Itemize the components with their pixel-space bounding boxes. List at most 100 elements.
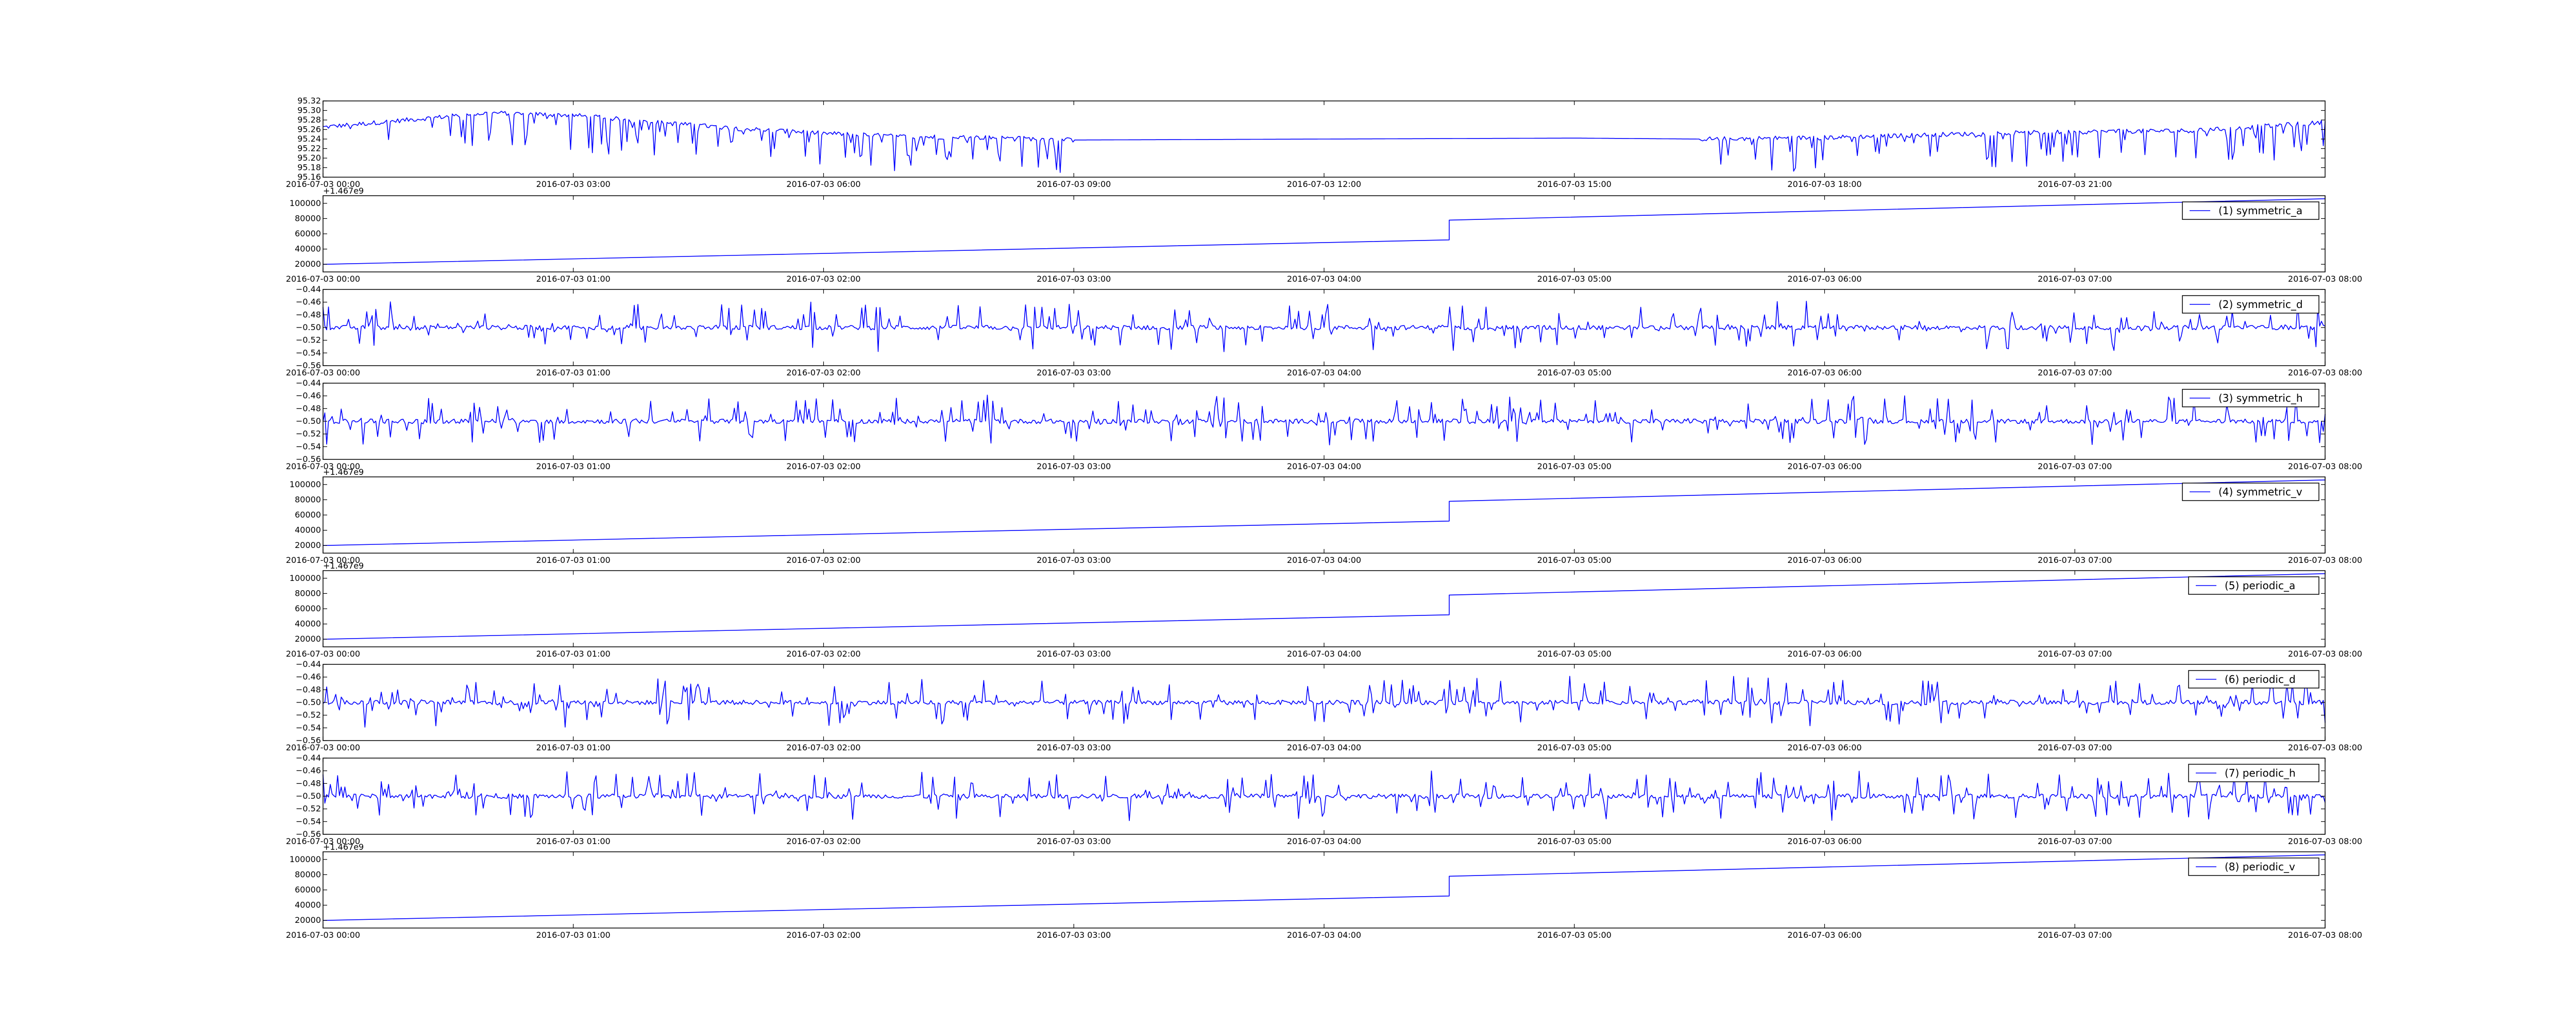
axes-frame <box>323 195 2326 272</box>
subplot-3: −0.56 −0.54 −0.52 −0.50 −0.48 −0.46 −0.44 2016-… <box>286 284 2362 377</box>
x-tick-label: 2016-07-03 00:00 <box>286 649 360 659</box>
legend-label: (4) symmetric_v <box>2218 486 2302 498</box>
y-tick-label: 100000 <box>290 854 321 864</box>
y-tick-label: 80000 <box>295 494 321 504</box>
axes-frame <box>323 664 2326 741</box>
y-tick-label: 95.22 <box>297 144 321 153</box>
y-tick-label: −0.50 <box>296 791 321 801</box>
subplot-1: 95.1695.1895.2095.2295.2495.2695.2895.30… <box>286 96 2326 189</box>
series-line-8-1 <box>323 770 2326 821</box>
x-tick-label: 2016-07-03 07:00 <box>2038 555 2112 565</box>
x-tick-label: 2016-07-03 03:00 <box>1037 461 1111 471</box>
x-tick-label: 2016-07-03 07:00 <box>2038 274 2112 284</box>
x-tick-label: 2016-07-03 02:00 <box>786 461 860 471</box>
y-tick-label: 20000 <box>295 259 321 269</box>
y-tick-label: 95.20 <box>297 153 321 163</box>
y-tick-label: −0.44 <box>296 378 321 388</box>
y-tick-label: −0.48 <box>296 403 321 413</box>
x-tick-label: 2016-07-03 02:00 <box>786 649 860 659</box>
y-tick-label: 80000 <box>295 588 321 598</box>
x-tick-label: 2016-07-03 08:00 <box>2288 461 2362 471</box>
series-line-4-1 <box>323 394 2326 445</box>
y-tick-label: 20000 <box>295 634 321 644</box>
x-tick-label: 2016-07-03 08:00 <box>2288 555 2362 565</box>
x-tick-label: 2016-07-03 07:00 <box>2038 836 2112 846</box>
y-tick-label: −0.46 <box>296 391 321 401</box>
y-tick-label: 60000 <box>295 604 321 613</box>
legend: (4) symmetric_v <box>2182 483 2319 501</box>
x-tick-label: 2016-07-03 05:00 <box>1537 368 1612 377</box>
x-tick-label: 2016-07-03 03:00 <box>1037 743 1111 752</box>
legend: (6) periodic_d <box>2188 670 2319 689</box>
y-tick-label: −0.54 <box>296 816 321 826</box>
y-tick-label: −0.46 <box>296 766 321 776</box>
y-tick-label: −0.56 <box>296 735 321 745</box>
x-offset-label: +1.467e9 <box>323 561 364 571</box>
legend-label: (3) symmetric_h <box>2218 392 2303 404</box>
x-tick-label: 2016-07-03 05:00 <box>1537 743 1612 752</box>
y-tick-label: −0.56 <box>296 360 321 370</box>
x-tick-label: 2016-07-03 04:00 <box>1287 368 1361 377</box>
y-tick-label: 95.16 <box>297 172 321 182</box>
legend: (3) symmetric_h <box>2182 389 2319 407</box>
x-tick-label: 2016-07-03 01:00 <box>536 649 611 659</box>
x-tick-label: 2016-07-03 04:00 <box>1287 274 1361 284</box>
y-tick-label: −0.54 <box>296 723 321 732</box>
x-tick-label: 2016-07-03 00:00 <box>286 555 360 565</box>
legend-label: (5) periodic_a <box>2225 579 2295 592</box>
legend-label: (2) symmetric_d <box>2218 298 2303 311</box>
x-tick-label: 2016-07-03 05:00 <box>1537 555 1612 565</box>
x-tick-label: 2016-07-03 02:00 <box>786 274 860 284</box>
x-tick-label: 2016-07-03 05:00 <box>1537 274 1612 284</box>
x-tick-label: 2016-07-03 00:00 <box>286 836 360 846</box>
x-tick-label: 2016-07-03 03:00 <box>536 179 611 189</box>
x-tick-label: 2016-07-03 01:00 <box>536 555 611 565</box>
x-tick-label: 2016-07-03 02:00 <box>786 743 860 752</box>
y-tick-label: 60000 <box>295 229 321 238</box>
x-tick-label: 2016-07-03 01:00 <box>536 836 611 846</box>
x-tick-label: 2016-07-03 00:00 <box>286 179 360 189</box>
x-tick-label: 2016-07-03 02:00 <box>786 555 860 565</box>
x-tick-label: 2016-07-03 08:00 <box>2288 743 2362 752</box>
x-tick-label: 2016-07-03 04:00 <box>1287 649 1361 659</box>
y-tick-label: −0.50 <box>296 322 321 332</box>
x-tick-label: 2016-07-03 06:00 <box>786 179 860 189</box>
x-tick-label: 2016-07-03 06:00 <box>1787 368 1861 377</box>
x-tick-label: 2016-07-03 00:00 <box>286 930 360 940</box>
subplot-8: −0.56 −0.54 −0.52 −0.50 −0.48 −0.46 −0.44 2016-… <box>286 753 2362 846</box>
subplot-5: 20000 40000 60000 80000 100000 2016-07-03 00:… <box>286 467 2362 565</box>
y-tick-label: −0.48 <box>296 310 321 319</box>
subplot-9: 20000 40000 60000 80000 100000 2016-07-03 00:… <box>286 842 2362 940</box>
axes-frame <box>323 851 2326 929</box>
x-tick-label: 2016-07-03 00:00 <box>286 743 360 752</box>
x-tick-label: 2016-07-03 01:00 <box>536 743 611 752</box>
y-tick-label: 95.30 <box>297 106 321 115</box>
y-tick-label: 100000 <box>290 479 321 489</box>
y-tick-label: 40000 <box>295 525 321 535</box>
y-tick-label: 95.18 <box>297 163 321 173</box>
x-tick-label: 2016-07-03 04:00 <box>1287 836 1361 846</box>
x-tick-label: 2016-07-03 03:00 <box>1037 836 1111 846</box>
x-offset-label: +1.467e9 <box>323 842 364 852</box>
x-tick-label: 2016-07-03 18:00 <box>1787 179 1861 189</box>
x-tick-label: 2016-07-03 09:00 <box>1037 179 1111 189</box>
x-tick-label: 2016-07-03 06:00 <box>1787 461 1861 471</box>
y-tick-label: −0.52 <box>296 710 321 720</box>
subplot-7: −0.56 −0.54 −0.52 −0.50 −0.48 −0.46 −0.44 2016-… <box>286 659 2362 752</box>
legend: (2) symmetric_d <box>2182 295 2319 314</box>
y-tick-label: −0.48 <box>296 778 321 788</box>
series-line-9-1 <box>323 854 2326 921</box>
x-tick-label: 2016-07-03 04:00 <box>1287 555 1361 565</box>
x-tick-label: 2016-07-03 04:00 <box>1287 743 1361 752</box>
x-tick-label: 2016-07-03 07:00 <box>2038 368 2112 377</box>
y-tick-label: −0.44 <box>296 659 321 669</box>
y-tick-label: 95.24 <box>297 134 321 144</box>
x-tick-label: 2016-07-03 21:00 <box>2038 179 2112 189</box>
x-tick-label: 2016-07-03 08:00 <box>2288 930 2362 940</box>
y-tick-label: −0.46 <box>296 297 321 307</box>
x-tick-label: 2016-07-03 07:00 <box>2038 461 2112 471</box>
x-tick-label: 2016-07-03 01:00 <box>536 274 611 284</box>
axes-frame <box>323 476 2326 554</box>
x-tick-label: 2016-07-03 02:00 <box>786 930 860 940</box>
